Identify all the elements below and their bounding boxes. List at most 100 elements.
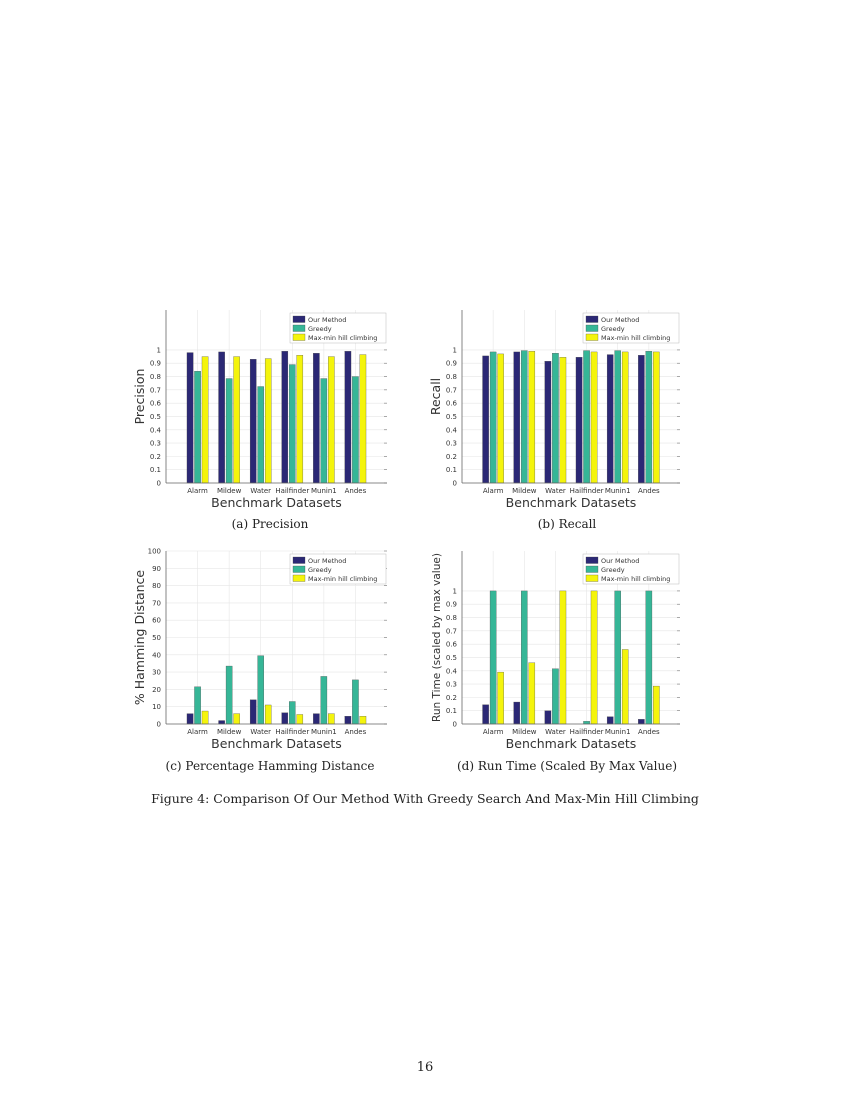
bar-our-method-mildew (218, 351, 225, 484)
legend-swatch (292, 315, 306, 323)
legend-box (289, 312, 387, 344)
figure-caption: Figure 4: Comparison Of Our Method With … (151, 791, 699, 806)
bar-greedy-alarm (489, 590, 497, 725)
bar-our-method-water (544, 361, 552, 484)
x-axis-label: Benchmark Datasets (211, 736, 342, 751)
y-tick-label: 0.1 (150, 466, 161, 474)
legend-swatch (292, 333, 306, 341)
legend-label: Greedy (308, 566, 332, 574)
y-tick-label: 0.4 (446, 667, 458, 675)
y-tick-label: 0.7 (446, 386, 457, 394)
legend-label: Our Method (601, 316, 639, 324)
y-tick-label: 1 (453, 346, 457, 354)
bar-our-method-hailfinder (575, 357, 583, 484)
bar-our-method-hailfinder (281, 351, 289, 484)
x-tick-label: Water (250, 487, 271, 495)
bar-max-min-hill-climbing-hailfinder (590, 590, 598, 725)
bar-our-method-water (249, 699, 257, 725)
x-axis-label: Benchmark Datasets (506, 495, 637, 510)
bar-max-min-hill-climbing-alarm (201, 710, 209, 725)
bar-greedy-munin1 (320, 378, 328, 484)
bar-max-min-hill-climbing-hailfinder (590, 351, 598, 484)
legend-swatch (292, 324, 306, 332)
bar-max-min-hill-climbing-hailfinder (296, 355, 304, 484)
y-tick-label: 0 (453, 480, 457, 488)
legend-box (582, 312, 680, 344)
x-axis-label: Benchmark Datasets (211, 495, 342, 510)
bar-our-method-munin1 (606, 716, 614, 725)
bar-greedy-andes (352, 376, 359, 484)
y-tick-label: 0.9 (446, 360, 457, 368)
bar-max-min-hill-climbing-andes (653, 685, 660, 725)
x-tick-label: Water (545, 728, 566, 736)
x-tick-label: Andes (345, 487, 367, 495)
x-tick-label: Hailfinder (570, 487, 604, 495)
x-axis-label: Benchmark Datasets (506, 736, 637, 751)
bar-greedy-water (552, 668, 559, 725)
y-axis-label: % Hamming Distance (132, 570, 147, 706)
bar-our-method-hailfinder (281, 712, 289, 725)
y-tick-label: 0.2 (446, 694, 457, 702)
bar-max-min-hill-climbing-alarm (497, 671, 504, 725)
legend-label: Greedy (601, 566, 625, 574)
legend-box (289, 553, 387, 585)
bar-max-min-hill-climbing-andes (359, 354, 367, 484)
y-tick-label: 0.5 (446, 413, 457, 421)
y-tick-label: 0.2 (446, 453, 457, 461)
legend-swatch (585, 565, 599, 573)
bar-greedy-mildew (225, 378, 233, 484)
x-tick-label: Munin1 (311, 487, 337, 495)
legend-label: Our Method (308, 316, 346, 324)
x-tick-label: Alarm (483, 487, 504, 495)
bar-our-method-alarm (186, 713, 194, 725)
bar-max-min-hill-climbing-water (559, 590, 567, 725)
x-tick-label: Alarm (187, 728, 208, 736)
bar-greedy-water (257, 655, 264, 725)
y-tick-label: 0 (157, 480, 161, 488)
legend-swatch (292, 556, 306, 564)
bar-greedy-munin1 (320, 676, 328, 725)
y-tick-label: 0.5 (150, 413, 161, 421)
y-tick-label: 0.6 (446, 400, 458, 408)
chart-c: 0 10 20 30 40 50 60 70 80 90 100 Alarm Mildew Water Ha… (132, 548, 387, 751)
bar-greedy-andes (352, 679, 359, 725)
legend-box (582, 553, 680, 585)
bar-greedy-alarm (194, 686, 201, 725)
x-tick-label: Alarm (483, 728, 504, 736)
x-tick-label: Hailfinder (275, 728, 309, 736)
legend-label: Greedy (601, 325, 625, 333)
legend-label: Max-min hill climbing (601, 334, 670, 342)
page-number: 16 (416, 1060, 434, 1075)
chart-d: 0 0.1 0.2 0.3 0.4 0.5 0.6 0.7 0.8 0.9 1 Alarm Mildew… (431, 551, 680, 751)
y-tick-label: 30 (152, 669, 161, 677)
y-tick-label: 0.6 (150, 400, 162, 408)
y-tick-label: 0.4 (150, 426, 162, 434)
x-tick-label: Munin1 (605, 487, 631, 495)
y-tick-label: 0 (157, 721, 161, 729)
bar-our-method-water (544, 710, 552, 725)
bar-max-min-hill-climbing-munin1 (621, 649, 629, 725)
y-tick-label: 50 (152, 634, 161, 642)
y-axis-label: Recall (428, 378, 443, 415)
legend-swatch (585, 324, 599, 332)
legend-swatch (585, 574, 599, 582)
bar-our-method-water (249, 359, 257, 484)
legend-swatch (292, 574, 306, 582)
y-tick-label: 1 (157, 346, 161, 354)
bar-our-method-andes (344, 716, 352, 725)
y-tick-label: 40 (152, 651, 161, 659)
bar-our-method-andes (638, 719, 645, 725)
bar-our-method-munin1 (313, 353, 320, 484)
chart-a: 0 0.1 0.2 0.3 0.4 0.5 0.6 0.7 0.8 0.9 1 Alarm Mildew… (132, 310, 387, 510)
bar-our-method-mildew (513, 701, 521, 725)
x-tick-label: Mildew (217, 728, 242, 736)
bar-greedy-munin1 (614, 590, 621, 725)
legend-swatch (585, 333, 599, 341)
bar-max-min-hill-climbing-hailfinder (296, 714, 304, 725)
y-tick-label: 0.8 (446, 373, 457, 381)
legend-swatch (585, 556, 599, 564)
legend-swatch (585, 315, 599, 323)
bar-our-method-munin1 (313, 713, 320, 725)
x-tick-label: Andes (638, 487, 660, 495)
